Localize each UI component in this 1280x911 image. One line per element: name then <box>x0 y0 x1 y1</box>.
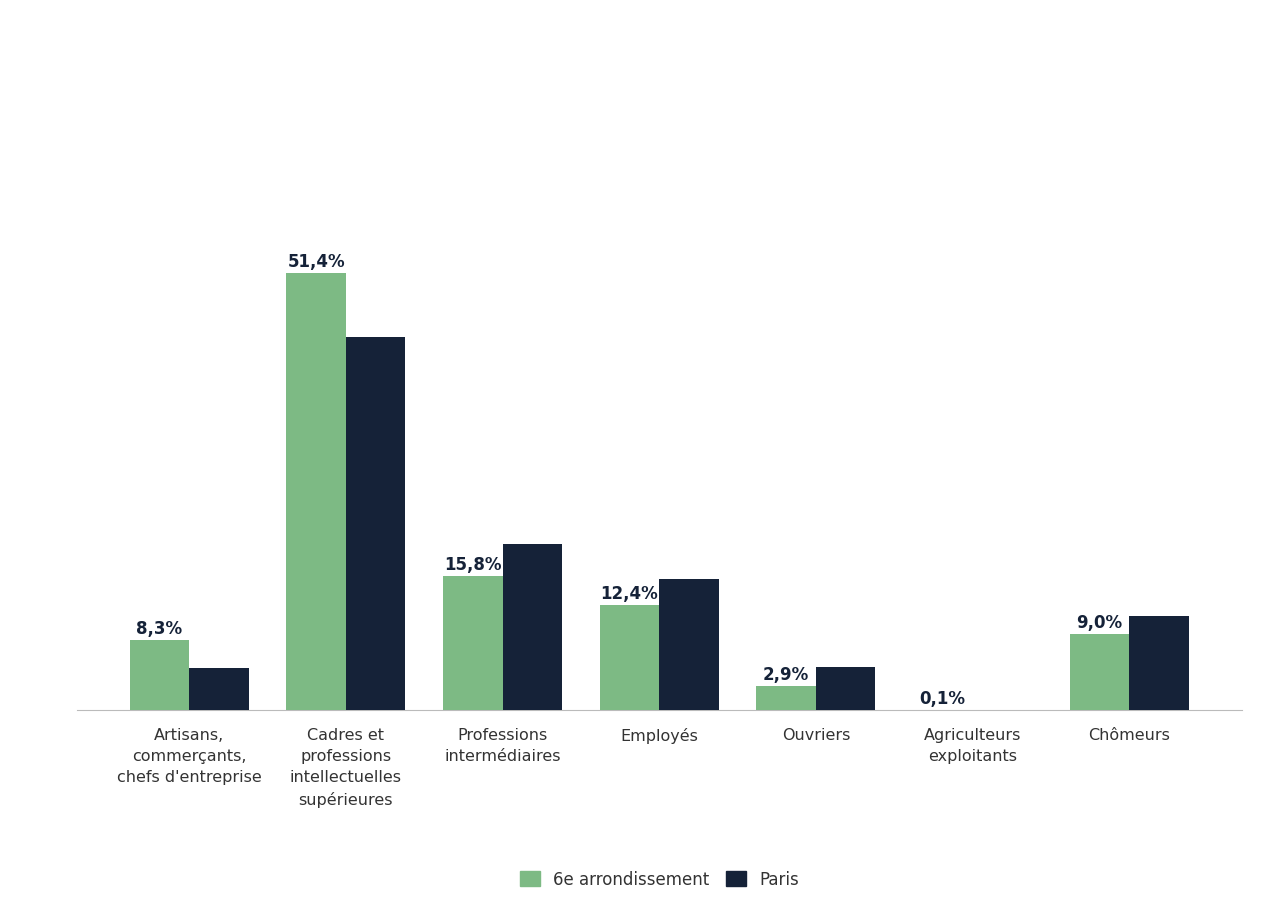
Text: 15,8%: 15,8% <box>444 556 502 574</box>
Bar <box>189 668 248 711</box>
Text: 2,9%: 2,9% <box>763 665 809 683</box>
Bar <box>443 577 503 711</box>
Text: 19,6%: 19,6% <box>503 524 561 541</box>
Bar <box>659 579 719 711</box>
Text: 5,1%: 5,1% <box>823 647 869 665</box>
Bar <box>287 273 346 711</box>
Text: 15,4%: 15,4% <box>660 559 718 577</box>
Bar <box>1129 616 1189 711</box>
Bar <box>756 686 815 711</box>
Bar <box>599 605 659 711</box>
Text: 5,0%: 5,0% <box>196 648 242 666</box>
Bar <box>815 667 876 711</box>
Text: 43,9%: 43,9% <box>347 317 404 334</box>
Bar <box>503 544 562 711</box>
Text: 51,4%: 51,4% <box>287 253 346 271</box>
Text: 0,1%: 0,1% <box>920 690 965 707</box>
Text: 9,0%: 9,0% <box>1076 613 1123 631</box>
Text: 8,3%: 8,3% <box>137 619 183 638</box>
Bar <box>1070 634 1129 711</box>
Legend: 6e arrondissement, Paris: 6e arrondissement, Paris <box>511 862 808 896</box>
Bar <box>346 337 406 711</box>
Text: 11,1%: 11,1% <box>1130 596 1188 614</box>
Bar <box>129 640 189 711</box>
Text: 12,4%: 12,4% <box>600 585 658 602</box>
